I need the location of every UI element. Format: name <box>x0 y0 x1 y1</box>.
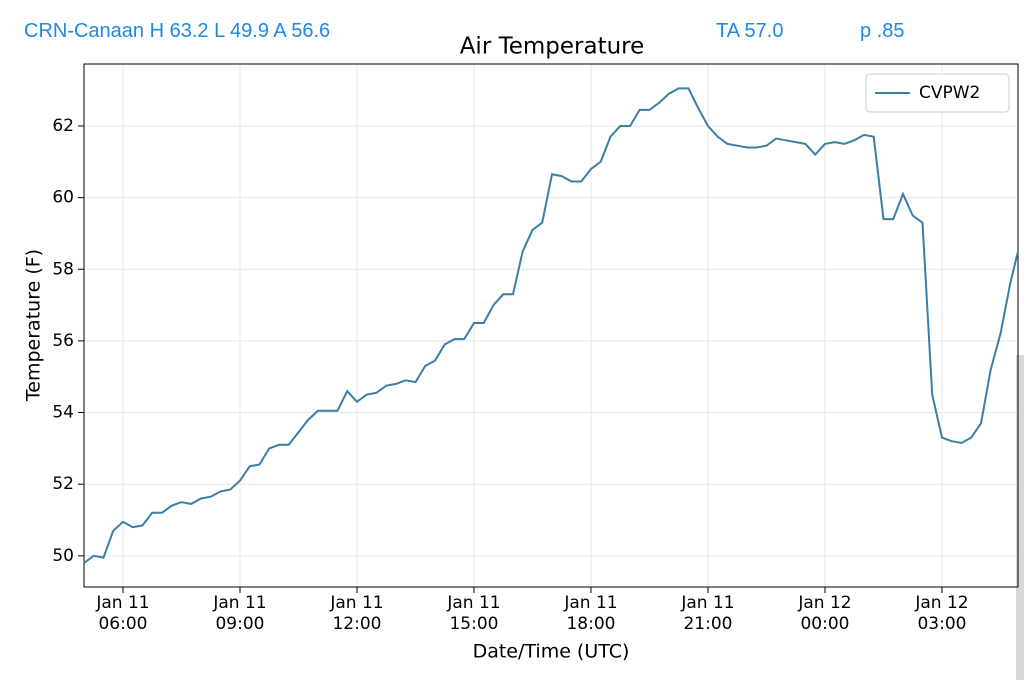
legend-box <box>865 73 1010 113</box>
y-tick-label: 62 <box>52 116 74 136</box>
x-tick-label: Jan 12 03:00 <box>915 593 969 634</box>
x-tick-label: Jan 11 18:00 <box>564 593 618 634</box>
p-value: p .85 <box>860 20 905 42</box>
x-tick-label: Jan 11 06:00 <box>96 593 150 634</box>
ta-value: TA 57.0 <box>716 20 784 42</box>
x-tick-label: Jan 11 21:00 <box>681 593 735 634</box>
plot-frame <box>83 63 1019 588</box>
y-tick-label: 60 <box>52 188 74 208</box>
x-tick-label: Jan 11 09:00 <box>213 593 267 634</box>
y-tick-label: 58 <box>52 259 74 279</box>
scrollbar <box>1016 355 1024 680</box>
chart-title: Air Temperature <box>460 34 645 60</box>
y-tick-label: 50 <box>52 546 74 566</box>
data-line <box>83 87 1019 564</box>
x-axis-label: Date/Time (UTC) <box>473 641 630 663</box>
y-tick-label: 54 <box>52 403 74 423</box>
y-tick-label: 56 <box>52 331 74 351</box>
station-summary: CRN-Canaan H 63.2 L 49.9 A 56.6 <box>24 20 331 42</box>
legend-label: CVPW2 <box>919 83 980 103</box>
x-tick-label: Jan 11 15:00 <box>447 593 501 634</box>
y-axis-label: Temperature (F) <box>23 249 45 402</box>
x-tick-label: Jan 12 00:00 <box>798 593 852 634</box>
y-tick-label: 52 <box>52 474 74 494</box>
x-tick-label: Jan 11 12:00 <box>330 593 384 634</box>
